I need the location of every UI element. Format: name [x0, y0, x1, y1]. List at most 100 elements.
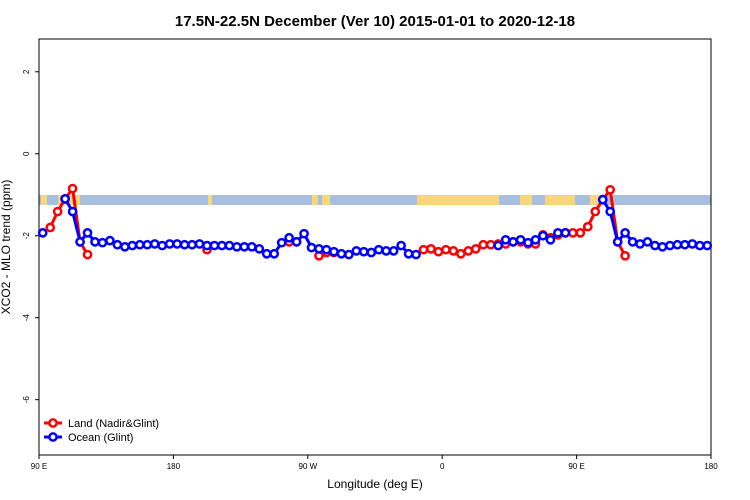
x-tick-label: 180	[704, 462, 718, 471]
data-point	[105, 235, 115, 246]
data-point	[508, 237, 518, 247]
data-point	[493, 240, 504, 251]
data-point	[568, 228, 578, 238]
data-point	[620, 228, 630, 238]
legend-marker	[48, 432, 58, 442]
data-point	[239, 241, 250, 252]
data-point	[478, 239, 489, 250]
data-point	[500, 234, 511, 245]
data-point	[45, 222, 56, 233]
data-point	[515, 234, 526, 245]
data-point	[538, 230, 548, 241]
data-point	[388, 246, 399, 256]
data-point	[306, 242, 317, 253]
data-point	[134, 239, 145, 250]
data-point	[433, 246, 444, 257]
data-point	[358, 246, 369, 257]
data-point	[202, 240, 212, 251]
data-point	[321, 244, 332, 255]
data-point	[194, 239, 205, 249]
data-point	[605, 184, 616, 195]
data-point	[82, 249, 93, 260]
data-point	[642, 237, 653, 247]
data-point	[329, 246, 339, 257]
data-point	[232, 241, 242, 252]
data-point	[612, 237, 623, 247]
data-point	[142, 239, 153, 250]
legend-label: Ocean (Glint)	[68, 432, 133, 444]
data-point	[284, 232, 294, 243]
data-point	[209, 240, 220, 251]
data-point	[276, 237, 287, 248]
data-point	[291, 237, 302, 247]
data-point	[179, 239, 190, 250]
data-point	[351, 246, 362, 256]
data-point	[157, 240, 168, 251]
y-tick-label: 0	[22, 151, 31, 156]
chart-title: 17.5N-22.5N December (Ver 10) 2015-01-01…	[175, 13, 575, 30]
data-point	[523, 237, 533, 248]
data-point	[149, 239, 160, 249]
x-tick-label: 180	[167, 462, 181, 471]
data-point	[67, 183, 78, 194]
data-point	[553, 228, 563, 238]
data-point	[246, 241, 257, 252]
data-point	[530, 234, 541, 245]
data-point	[254, 243, 265, 254]
data-point	[545, 234, 556, 245]
legend-label: Land (Nadir&Glint)	[68, 418, 159, 430]
y-tick-label: -2	[22, 232, 31, 240]
data-point	[366, 247, 377, 258]
x-tick-label: 0	[440, 462, 445, 471]
data-point	[373, 244, 384, 255]
data-point	[687, 239, 698, 249]
data-point	[269, 248, 280, 259]
data-point	[597, 194, 608, 205]
data-point	[37, 228, 48, 238]
data-point	[97, 237, 108, 248]
data-point	[620, 250, 630, 261]
data-point	[411, 249, 421, 260]
data-point	[657, 241, 668, 252]
data-point	[485, 239, 496, 250]
y-tick-label: -4	[22, 314, 31, 322]
data-point	[680, 239, 690, 250]
legend-marker	[48, 418, 58, 428]
x-tick-label: 90 E	[568, 462, 584, 471]
data-point	[694, 240, 705, 251]
data-point	[396, 240, 406, 251]
data-point	[575, 228, 586, 238]
data-point	[344, 249, 354, 260]
data-point	[672, 239, 683, 250]
data-point	[426, 243, 436, 254]
data-point	[336, 248, 347, 259]
data-point	[381, 246, 392, 256]
data-point	[441, 244, 451, 255]
y-tick-label: 2	[22, 69, 31, 74]
data-point	[403, 248, 414, 259]
data-point	[314, 243, 324, 254]
data-point	[52, 206, 63, 217]
data-point	[82, 228, 93, 238]
data-point	[224, 240, 235, 251]
data-point	[635, 239, 645, 249]
data-point	[605, 206, 616, 217]
data-point	[90, 237, 100, 247]
data-point	[60, 193, 70, 204]
data-point	[665, 240, 675, 251]
data-point	[112, 239, 123, 250]
x-tick-label: 90 E	[31, 462, 47, 471]
data-point	[627, 237, 638, 247]
data-point	[172, 239, 182, 249]
x-tick-label: 90 W	[298, 462, 317, 471]
data-point	[418, 244, 429, 255]
y-tick-label: -6	[22, 396, 31, 404]
data-point	[127, 240, 138, 251]
data-point	[650, 240, 660, 251]
data-point	[164, 239, 175, 249]
data-point	[75, 237, 85, 247]
data-point	[463, 246, 474, 256]
data-point	[470, 243, 481, 254]
data-point	[67, 206, 78, 217]
